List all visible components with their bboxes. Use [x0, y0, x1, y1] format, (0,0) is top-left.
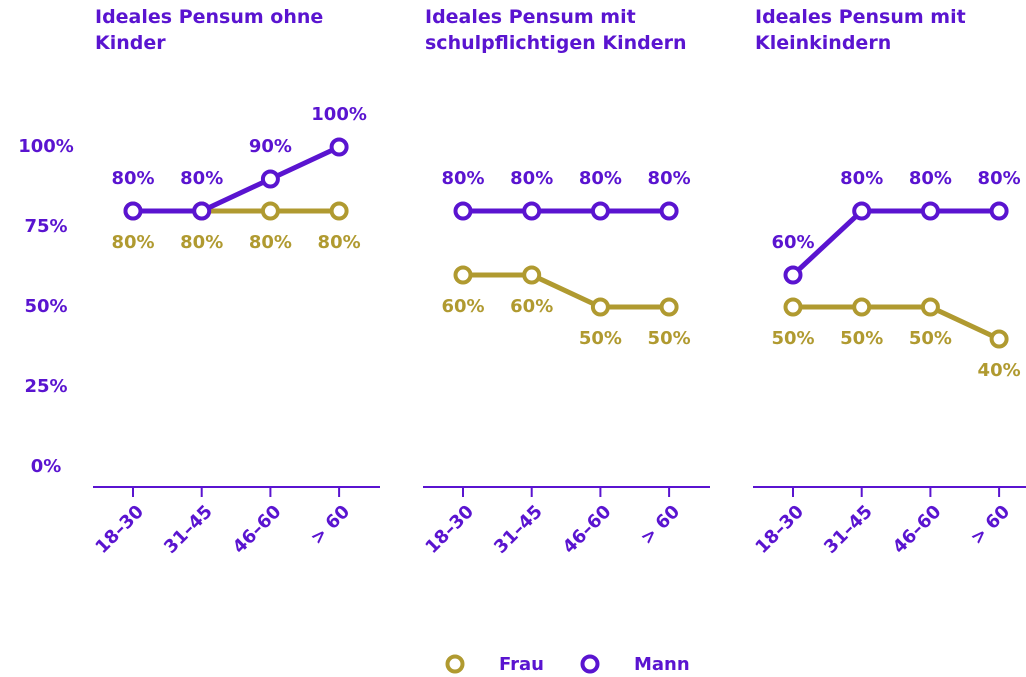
point — [260, 169, 280, 189]
x-tick-label: 31–45 — [490, 501, 547, 558]
point — [783, 265, 803, 285]
x-tick-label: 31–45 — [160, 501, 217, 558]
data-label: 50% — [579, 328, 622, 349]
x-tick-label: > 60 — [967, 501, 1015, 549]
series-line — [463, 272, 670, 310]
point — [522, 201, 542, 221]
series-line — [793, 304, 1001, 342]
data-label: 50% — [840, 328, 883, 349]
point — [590, 201, 610, 221]
x-tick-label: 18–30 — [91, 501, 148, 558]
data-label: 80% — [111, 232, 154, 253]
data-label: 80% — [510, 168, 553, 189]
y-tick-label: 0% — [31, 456, 62, 477]
point — [260, 201, 280, 221]
data-label: 80% — [111, 168, 154, 189]
data-label: 60% — [510, 296, 553, 317]
point — [453, 265, 473, 285]
point — [522, 265, 542, 285]
legend-marker — [580, 654, 600, 674]
y-tick-label: 100% — [18, 136, 74, 157]
data-label: 40% — [978, 360, 1021, 381]
data-label: 100% — [311, 104, 367, 125]
x-tick-label: 31–45 — [820, 501, 877, 558]
data-label: 60% — [771, 232, 814, 253]
data-label: 50% — [648, 328, 691, 349]
data-label: 80% — [180, 168, 223, 189]
x-tick-label: > 60 — [637, 501, 685, 549]
point — [192, 201, 212, 221]
point — [329, 201, 349, 221]
x-tick-label: 46–60 — [229, 501, 286, 558]
point — [989, 201, 1009, 221]
point — [123, 201, 143, 221]
point — [920, 297, 940, 317]
chart-title: Ideales Pensum mit Kleinkindern — [755, 6, 966, 54]
x-tick-label: 18–30 — [751, 501, 808, 558]
point — [590, 297, 610, 317]
data-label: 80% — [180, 232, 223, 253]
data-label: 90% — [249, 136, 292, 157]
data-label: 50% — [909, 328, 952, 349]
data-label: 80% — [648, 168, 691, 189]
point — [920, 201, 940, 221]
x-tick-label: 18–30 — [421, 501, 478, 558]
point — [852, 297, 872, 317]
point — [329, 137, 349, 157]
series-line — [133, 144, 341, 214]
y-tick-label: 75% — [24, 216, 67, 237]
x-tick-label: 46–60 — [889, 501, 946, 558]
legend-label: Frau — [499, 654, 544, 675]
x-tick-label: 46–60 — [559, 501, 616, 558]
data-label: 80% — [579, 168, 622, 189]
chart-title: Ideales Pensum ohne Kinder — [95, 6, 324, 54]
point — [783, 297, 803, 317]
data-label: 80% — [978, 168, 1021, 189]
x-tick-label: > 60 — [307, 501, 355, 549]
data-label: 80% — [318, 232, 361, 253]
point — [989, 329, 1009, 349]
data-label: 80% — [909, 168, 952, 189]
point — [659, 297, 679, 317]
data-label: 80% — [441, 168, 484, 189]
chart-title: Ideales Pensum mit schulpflichtigen Kind… — [425, 6, 687, 54]
y-tick-label: 25% — [24, 376, 67, 397]
series-line — [791, 208, 1000, 277]
data-label: 60% — [441, 296, 484, 317]
data-label: 80% — [249, 232, 292, 253]
point — [852, 201, 872, 221]
data-label: 50% — [771, 328, 814, 349]
y-tick-label: 50% — [24, 296, 67, 317]
data-label: 80% — [840, 168, 883, 189]
legend-marker — [445, 654, 465, 674]
point — [659, 201, 679, 221]
point — [453, 201, 473, 221]
legend-label: Mann — [634, 654, 690, 675]
